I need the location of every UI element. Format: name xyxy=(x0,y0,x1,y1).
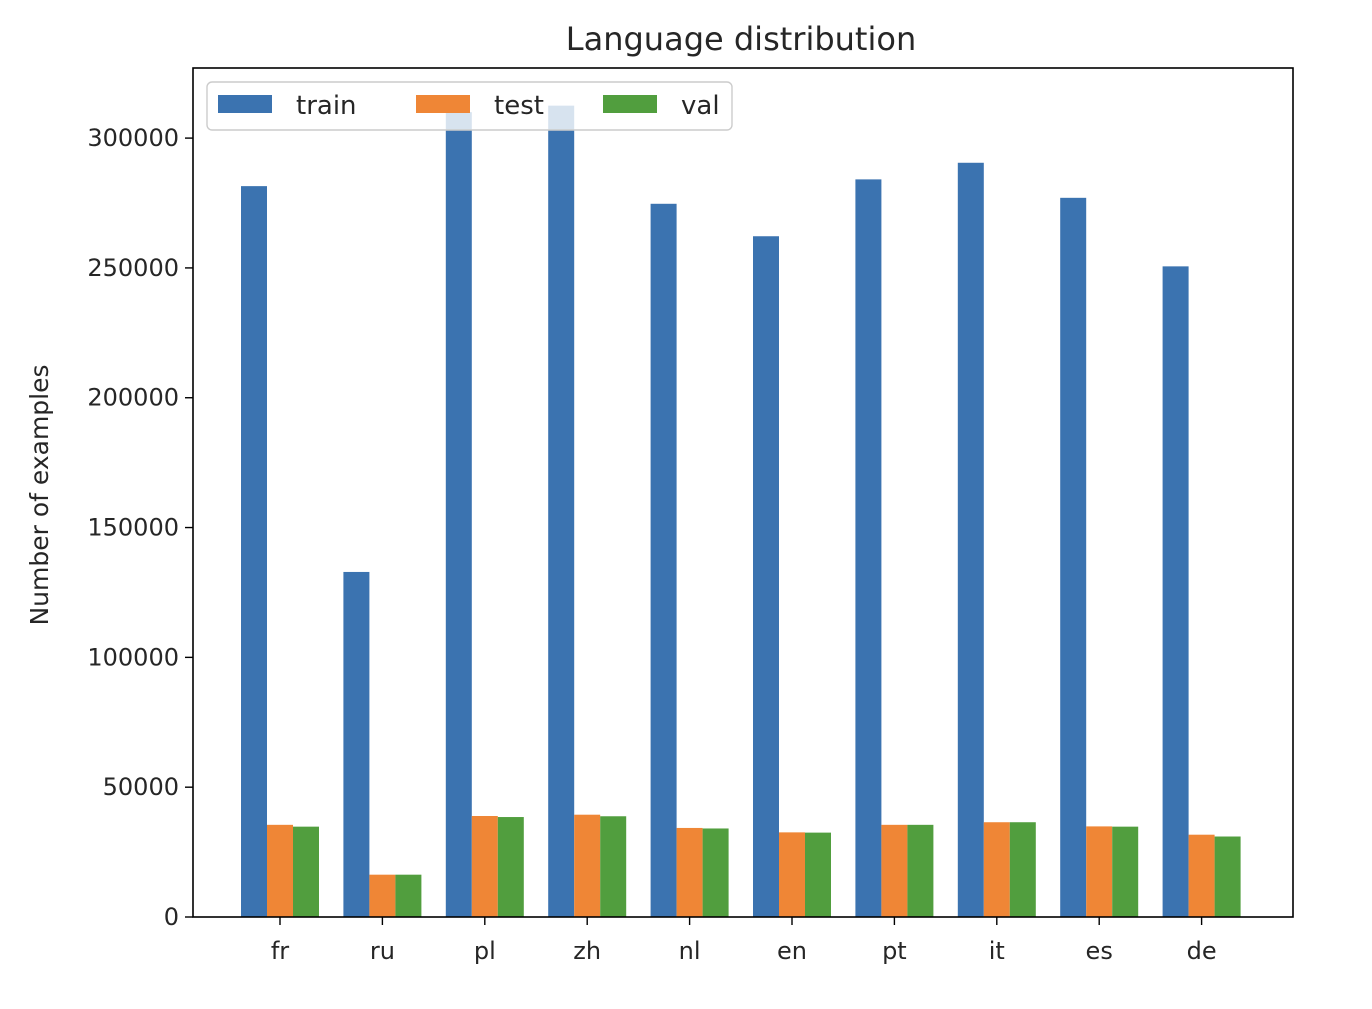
bar-test-en xyxy=(779,832,805,917)
x-tick-label-ru: ru xyxy=(370,937,395,965)
legend-label-test: test xyxy=(494,91,544,121)
x-tick-label-en: en xyxy=(777,937,807,965)
y-tick-label: 150000 xyxy=(87,514,179,542)
bar-val-de xyxy=(1214,836,1241,917)
y-tick-label: 0 xyxy=(164,903,179,931)
bar-val-zh xyxy=(600,816,627,917)
bar-test-ru xyxy=(369,874,396,917)
bar-train-en xyxy=(753,236,779,918)
bar-train-pl xyxy=(445,112,472,917)
bar-test-es xyxy=(1086,826,1113,917)
bar-train-zh xyxy=(548,105,575,917)
bar-train-ru xyxy=(343,571,370,917)
y-tick-label: 50000 xyxy=(103,773,179,801)
y-axis-label: Number of examples xyxy=(25,364,54,625)
x-tick-label-es: es xyxy=(1086,937,1113,965)
bar-test-nl xyxy=(676,827,703,917)
x-tick-label-pt: pt xyxy=(882,937,907,965)
x-tick-label-pl: pl xyxy=(474,937,496,965)
plot-area: 0 50000 100000 150000 200000 250000 300000 fr ru… xyxy=(87,67,1294,965)
x-tick-label-fr: fr xyxy=(271,937,289,965)
y-tick-label: 300000 xyxy=(87,124,179,152)
bar-test-fr xyxy=(267,824,293,917)
bar-train-de xyxy=(1162,266,1189,917)
x-tick-label-it: it xyxy=(989,937,1005,965)
bar-test-de xyxy=(1188,834,1215,917)
legend-label-train: train xyxy=(296,91,357,121)
bar-val-en xyxy=(805,832,831,917)
legend-swatch-train xyxy=(218,95,272,113)
legend: train test val xyxy=(206,81,733,131)
bar-val-it xyxy=(1009,822,1036,917)
x-tick-label-de: de xyxy=(1187,937,1217,965)
x-tick-label-zh: zh xyxy=(573,937,601,965)
bar-train-pt xyxy=(855,179,882,917)
legend-label-val: val xyxy=(681,91,720,121)
bar-val-es xyxy=(1112,826,1139,917)
bar-val-pt xyxy=(907,824,934,917)
bar-val-pl xyxy=(497,817,524,917)
bar-val-nl xyxy=(702,828,729,917)
bar-test-pl xyxy=(471,816,498,917)
legend-swatch-test xyxy=(416,95,470,113)
bar-train-fr xyxy=(241,186,267,917)
bar-test-pt xyxy=(881,824,908,917)
bar-val-ru xyxy=(395,874,422,917)
axes-frame xyxy=(192,67,1294,918)
x-tick-label-nl: nl xyxy=(679,937,701,965)
y-tick-label: 250000 xyxy=(87,254,179,282)
bar-val-fr xyxy=(293,826,319,917)
y-tick-label: 100000 xyxy=(87,643,179,671)
bar-test-zh xyxy=(574,814,601,917)
y-tick-label: 200000 xyxy=(87,384,179,412)
legend-swatch-val xyxy=(603,95,657,113)
bar-test-it xyxy=(983,822,1010,917)
chart-title: Language distribution xyxy=(566,20,916,58)
bar-train-es xyxy=(1060,197,1087,917)
bar-train-nl xyxy=(650,203,677,918)
bar-train-it xyxy=(957,162,984,917)
